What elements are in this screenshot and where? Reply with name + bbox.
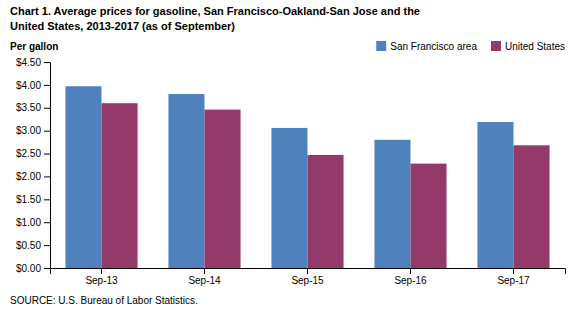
y-tick: $3.50: [16, 102, 50, 113]
x-tick: Sep-17: [497, 268, 530, 286]
x-axis: Sep-13 Sep-14 Sep-15 Sep-16 Sep-17: [51, 268, 566, 286]
y-tick-mark: [44, 62, 50, 63]
y-axis: $0.00 $0.50 $1.00 $1.50 $2.00 $2.50 $3.00 $3.50…: [16, 57, 51, 274]
y-tick-label: $3.50: [16, 102, 41, 113]
title: Chart 1. Average prices for gasoline, Sa…: [10, 5, 420, 17]
bar: [308, 155, 344, 268]
legend-swatch: [491, 41, 501, 51]
bar: [514, 145, 550, 268]
y-tick: $1.00: [16, 217, 50, 228]
x-tick-label: Sep-15: [291, 275, 324, 286]
y-tick: $4.50: [16, 57, 50, 68]
chart: Chart 1. Average prices for gasoline, Sa…: [0, 0, 579, 310]
y-axis-line: [44, 63, 51, 269]
bar-series: [102, 103, 550, 268]
y-tick-mark: [44, 199, 50, 200]
y-tick-label: $0.50: [16, 240, 41, 251]
x-tick-label: Sep-14: [188, 275, 221, 286]
y-tick: $2.50: [16, 148, 50, 159]
y-tick-label: $2.50: [16, 148, 41, 159]
y-tick-mark: [44, 245, 50, 246]
x-tick-mark: [410, 268, 411, 274]
x-tick: Sep-13: [85, 268, 118, 286]
y-tick: $2.00: [16, 171, 50, 182]
bar: [411, 164, 447, 268]
y-tick-label: $4.50: [16, 57, 41, 68]
legend: San Francisco area United States: [376, 41, 565, 52]
x-tick-mark: [101, 268, 102, 274]
bar: [374, 140, 410, 268]
y-tick-label: $1.50: [16, 194, 41, 205]
legend-label: United States: [505, 41, 565, 52]
x-tick-mark: [307, 268, 308, 274]
x-tick-label: Sep-17: [497, 275, 530, 286]
y-tick: $3.00: [16, 125, 50, 136]
y-tick: $0.00: [16, 263, 50, 274]
y-tick-label: $3.00: [16, 125, 41, 136]
y-tick-mark: [44, 108, 50, 109]
legend-item: San Francisco area: [376, 41, 477, 52]
legend-swatch: [376, 41, 386, 51]
plot: $0.00 $0.50 $1.00 $1.50 $2.00 $2.50 $3.00 $3.50…: [16, 57, 566, 286]
y-tick: $4.00: [16, 80, 50, 91]
x-axis-line: [51, 269, 566, 275]
y-tick: $0.50: [16, 240, 50, 251]
y-tick-label: $1.00: [16, 217, 41, 228]
y-tick-label: $2.00: [16, 171, 41, 182]
bar: [168, 94, 204, 268]
y-tick: $1.50: [16, 194, 50, 205]
x-tick-label: Sep-16: [394, 275, 427, 286]
y-axis-label: Per gallon: [10, 41, 58, 52]
y-tick-mark: [44, 222, 50, 223]
bar: [205, 110, 241, 268]
subtitle: United States, 2013-2017 (as of Septembe…: [10, 20, 235, 32]
x-tick: Sep-16: [394, 268, 427, 286]
bars: [65, 86, 549, 268]
x-tick-label: Sep-13: [85, 275, 118, 286]
source-note: SOURCE: U.S. Bureau of Labor Statistics.: [10, 295, 198, 306]
bar: [477, 122, 513, 268]
x-tick-mark: [513, 268, 514, 274]
x-tick-mark: [204, 268, 205, 274]
y-tick-mark: [44, 268, 50, 269]
y-tick-label: $4.00: [16, 80, 41, 91]
bar: [102, 103, 138, 268]
bar-series: [65, 86, 513, 268]
y-tick-mark: [44, 131, 50, 132]
y-tick-mark: [44, 176, 50, 177]
x-tick: Sep-15: [291, 268, 324, 286]
y-tick-mark: [44, 85, 50, 86]
y-tick-label: $0.00: [16, 263, 41, 274]
bar: [271, 128, 307, 268]
legend-label: San Francisco area: [390, 41, 477, 52]
x-tick: Sep-14: [188, 268, 221, 286]
bar: [65, 86, 101, 268]
y-tick-mark: [44, 154, 50, 155]
legend-item: United States: [491, 41, 565, 52]
